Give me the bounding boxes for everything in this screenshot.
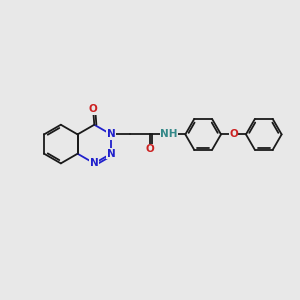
Text: N: N bbox=[107, 129, 116, 140]
Text: N: N bbox=[90, 158, 99, 168]
Text: O: O bbox=[89, 104, 98, 114]
Text: NH: NH bbox=[160, 129, 178, 140]
Text: O: O bbox=[145, 144, 154, 154]
Text: O: O bbox=[229, 129, 238, 140]
Text: N: N bbox=[107, 149, 116, 159]
